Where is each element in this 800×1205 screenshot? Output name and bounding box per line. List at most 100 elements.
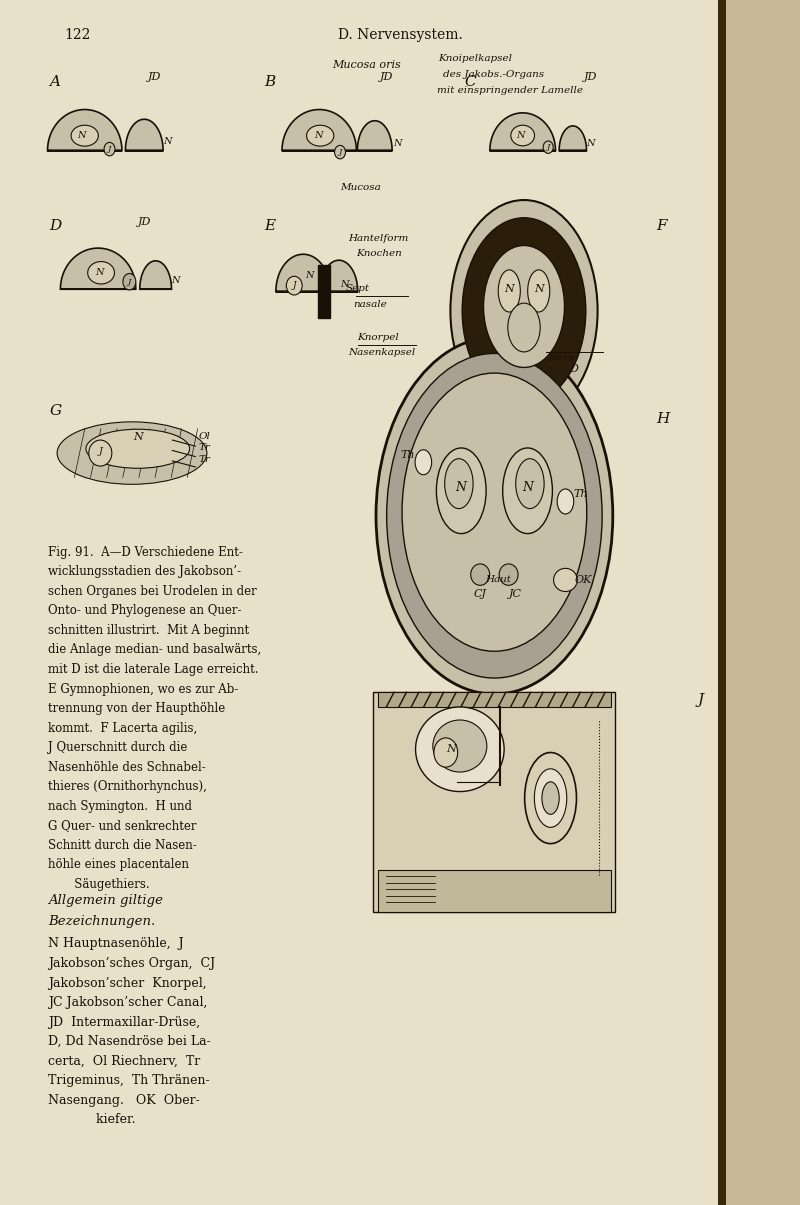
- Text: N Hauptnasenöhle,  J: N Hauptnasenöhle, J: [48, 937, 184, 951]
- Text: JD: JD: [138, 217, 151, 227]
- Circle shape: [376, 337, 613, 694]
- Ellipse shape: [57, 422, 207, 484]
- Text: N: N: [95, 269, 104, 277]
- Text: nasale: nasale: [354, 300, 387, 308]
- Text: Mucosa oris: Mucosa oris: [332, 60, 401, 70]
- Text: Hantelform: Hantelform: [348, 234, 408, 242]
- Polygon shape: [358, 120, 392, 151]
- Ellipse shape: [104, 142, 115, 155]
- Text: des Jakobs.-Organs: des Jakobs.-Organs: [443, 70, 544, 78]
- Text: JD  Intermaxillar-Drüse,: JD Intermaxillar-Drüse,: [48, 1016, 200, 1029]
- Text: schen Organes bei Urodelen in der: schen Organes bei Urodelen in der: [48, 584, 257, 598]
- Text: trennung von der Haupthöhle: trennung von der Haupthöhle: [48, 703, 226, 715]
- Text: Th: Th: [574, 489, 588, 499]
- Text: Fig. 91.  A—D Verschiedene Ent-: Fig. 91. A—D Verschiedene Ent-: [48, 546, 243, 559]
- Text: J: J: [98, 447, 102, 455]
- Text: J: J: [108, 145, 111, 153]
- Ellipse shape: [499, 564, 518, 586]
- Text: nach Symington.  H und: nach Symington. H und: [48, 800, 192, 812]
- Text: Jakobson’sches Organ,  CJ: Jakobson’sches Organ, CJ: [48, 957, 215, 970]
- Ellipse shape: [528, 270, 550, 312]
- Text: Knochen: Knochen: [356, 249, 402, 258]
- Text: kommt.  F Lacerta agilis,: kommt. F Lacerta agilis,: [48, 722, 198, 735]
- Text: N: N: [314, 131, 322, 140]
- Text: J: J: [698, 693, 704, 707]
- Polygon shape: [282, 110, 357, 151]
- Text: N: N: [505, 283, 514, 294]
- Text: höhle eines placentalen: höhle eines placentalen: [48, 858, 189, 871]
- Text: J: J: [128, 277, 131, 286]
- Ellipse shape: [71, 125, 98, 146]
- Text: J: J: [546, 143, 550, 151]
- Ellipse shape: [436, 448, 486, 534]
- Text: mit D ist die laterale Lage erreicht.: mit D ist die laterale Lage erreicht.: [48, 663, 258, 676]
- Text: Nerv: Nerv: [548, 354, 574, 363]
- Text: N: N: [133, 433, 142, 442]
- Circle shape: [462, 218, 586, 404]
- Text: 122: 122: [64, 28, 90, 42]
- Circle shape: [415, 449, 432, 475]
- Circle shape: [508, 304, 540, 352]
- Text: G: G: [50, 404, 62, 418]
- Text: J: J: [338, 148, 342, 157]
- Text: JC Jakobson’scher Canal,: JC Jakobson’scher Canal,: [48, 997, 207, 1009]
- Bar: [378, 693, 611, 707]
- Ellipse shape: [86, 429, 190, 469]
- Text: D: D: [570, 364, 578, 374]
- Text: Knorpel: Knorpel: [358, 333, 399, 341]
- Text: B: B: [264, 75, 275, 89]
- Circle shape: [386, 353, 602, 678]
- Text: Allgemein giltige: Allgemein giltige: [48, 894, 163, 907]
- Text: N: N: [394, 139, 402, 148]
- Polygon shape: [126, 119, 163, 151]
- Polygon shape: [490, 113, 555, 151]
- Text: OK: OK: [574, 575, 592, 584]
- Ellipse shape: [498, 270, 520, 312]
- Text: N: N: [586, 140, 594, 148]
- Text: Ol: Ol: [198, 433, 210, 441]
- Text: JC: JC: [510, 589, 522, 599]
- Text: Onto- und Phylogenese an Quer-: Onto- und Phylogenese an Quer-: [48, 605, 242, 617]
- Ellipse shape: [516, 459, 544, 509]
- Text: H: H: [656, 412, 670, 427]
- Ellipse shape: [502, 448, 553, 534]
- Ellipse shape: [525, 752, 577, 843]
- Text: Bezeichnungen.: Bezeichnungen.: [48, 915, 155, 928]
- Ellipse shape: [286, 276, 302, 295]
- Circle shape: [557, 489, 574, 515]
- Text: Sept: Sept: [346, 284, 370, 293]
- Text: Schnitt durch die Nasen-: Schnitt durch die Nasen-: [48, 839, 197, 852]
- Text: die Anlage median- und basalwärts,: die Anlage median- und basalwärts,: [48, 643, 262, 657]
- Text: JD: JD: [148, 72, 162, 82]
- Text: Nasengang.   OK  Ober-: Nasengang. OK Ober-: [48, 1094, 200, 1106]
- Circle shape: [450, 200, 598, 422]
- Text: Mucosa: Mucosa: [340, 183, 381, 192]
- Text: Trigeminus,  Th Thränen-: Trigeminus, Th Thränen-: [48, 1074, 210, 1087]
- Text: certa,  Ol Riechnerv,  Tr: certa, Ol Riechnerv, Tr: [48, 1054, 200, 1068]
- Bar: [374, 693, 615, 912]
- Text: schnitten illustrirt.  Mit A beginnt: schnitten illustrirt. Mit A beginnt: [48, 624, 249, 637]
- Text: E: E: [264, 219, 275, 234]
- Text: Tr: Tr: [198, 443, 210, 452]
- Text: mit einspringender Lamelle: mit einspringender Lamelle: [437, 86, 582, 94]
- Polygon shape: [47, 110, 122, 151]
- Polygon shape: [559, 125, 586, 151]
- Text: J: J: [293, 281, 296, 290]
- Text: N: N: [456, 481, 466, 494]
- Circle shape: [483, 246, 565, 368]
- Text: N: N: [77, 131, 86, 140]
- Ellipse shape: [543, 141, 554, 153]
- Polygon shape: [61, 248, 136, 289]
- Polygon shape: [320, 260, 358, 292]
- Text: N: N: [163, 137, 172, 146]
- Polygon shape: [276, 254, 330, 292]
- Text: Tr: Tr: [198, 454, 210, 464]
- Text: Th: Th: [401, 451, 415, 460]
- Text: N: N: [446, 745, 456, 754]
- Text: Nasenhöhle des Schnabel-: Nasenhöhle des Schnabel-: [48, 760, 206, 774]
- Ellipse shape: [433, 719, 487, 772]
- Ellipse shape: [554, 569, 578, 592]
- Ellipse shape: [511, 125, 534, 146]
- Bar: [724, 0, 800, 1205]
- Text: kiefer.: kiefer.: [48, 1113, 135, 1127]
